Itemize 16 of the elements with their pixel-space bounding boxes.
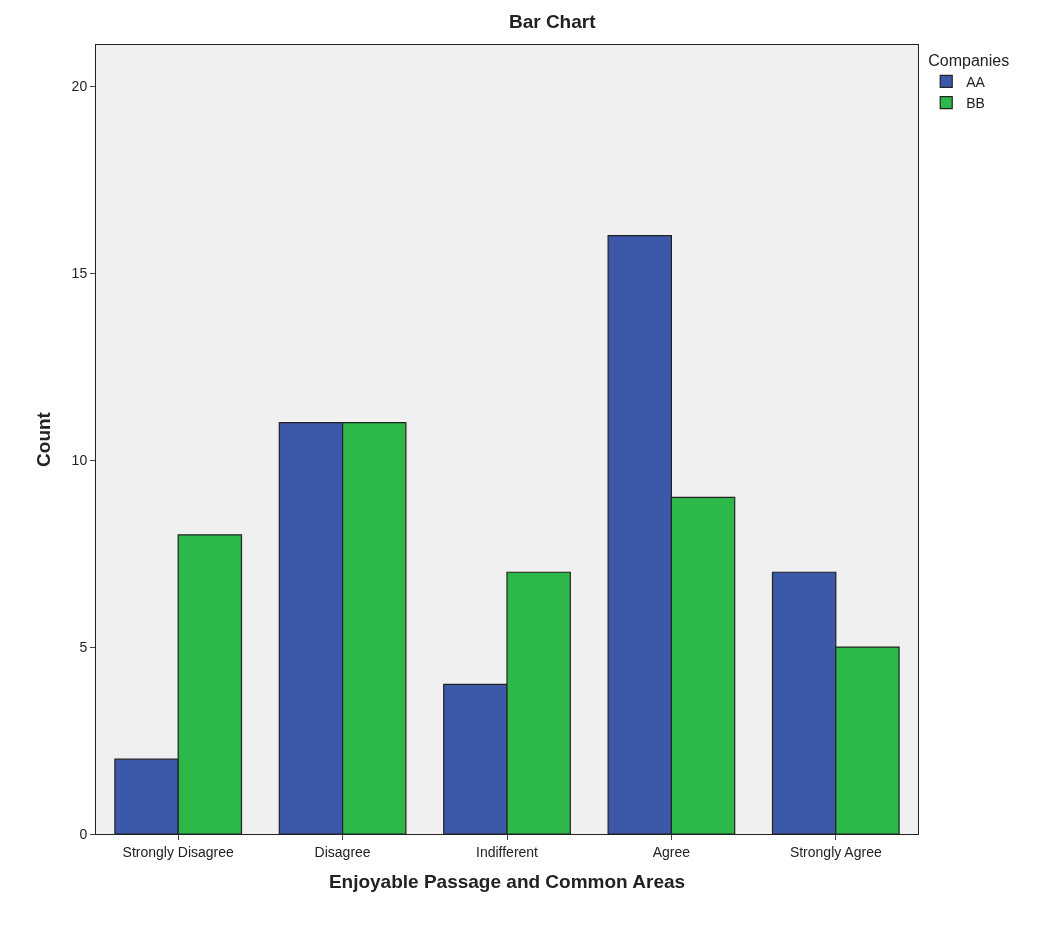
y-axis-title: Count xyxy=(33,411,55,467)
y-tick-label: 0 xyxy=(79,825,88,842)
x-tick-label: Agree xyxy=(652,843,691,860)
y-tick-label: 10 xyxy=(71,451,88,468)
x-tick-label: Strongly Agree xyxy=(789,843,882,860)
y-tick-label: 15 xyxy=(71,265,88,281)
x-tick-label: Strongly Disagree xyxy=(122,843,235,860)
legend-label: BB xyxy=(966,95,985,112)
x-axis-title: Enjoyable Passage and Common Areas xyxy=(328,870,686,892)
legend-label: AA xyxy=(966,73,986,90)
x-tick-label: Indifferent xyxy=(475,843,539,860)
x-tick-label: Disagree xyxy=(314,843,371,860)
y-tick-label: 20 xyxy=(71,78,88,95)
y-tick-label: 5 xyxy=(79,638,88,655)
chart-title: Bar Chart xyxy=(508,10,597,32)
legend-title: Companies xyxy=(928,51,1010,69)
